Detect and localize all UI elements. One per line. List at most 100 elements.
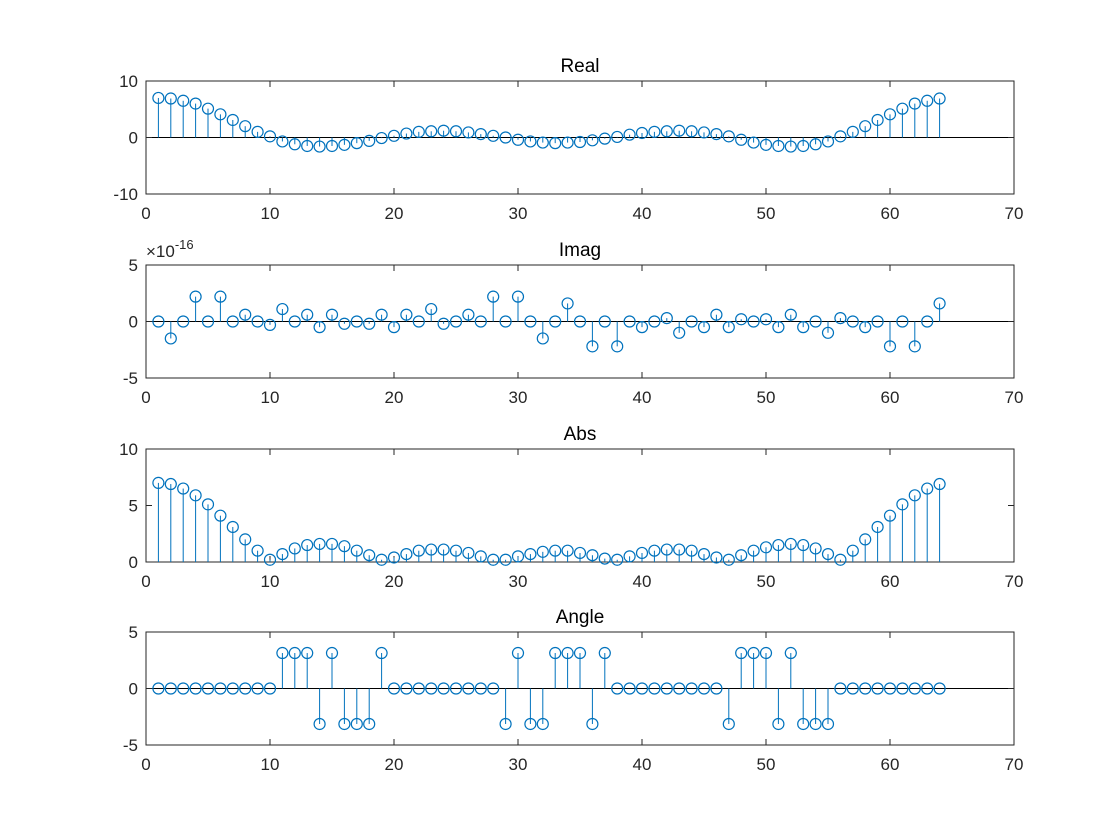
subplot-title: Real <box>560 56 599 77</box>
stem-marker <box>933 297 946 310</box>
stem-marker <box>759 313 773 326</box>
stem-marker <box>164 332 177 345</box>
stem-marker <box>747 315 760 328</box>
stem-marker <box>673 543 686 556</box>
stem-marker <box>697 682 711 695</box>
stem-marker <box>375 553 388 566</box>
stem-marker <box>846 682 859 695</box>
stem-marker <box>834 682 847 695</box>
stem-marker <box>350 717 363 731</box>
stem-marker <box>933 477 946 491</box>
stem-marker <box>834 130 847 143</box>
stem-marker <box>648 315 661 328</box>
stem-marker <box>152 476 165 489</box>
x-tick-label: 60 <box>881 388 900 407</box>
stem-marker <box>784 140 797 153</box>
stem-marker <box>350 137 363 150</box>
x-tick-label: 70 <box>1005 204 1024 223</box>
stem-marker <box>573 315 587 328</box>
stem-marker <box>536 332 549 345</box>
stem-marker <box>164 477 177 491</box>
stem-marker <box>301 308 314 321</box>
stem-marker <box>586 549 599 562</box>
stem-marker <box>908 682 921 695</box>
stem-marker <box>735 549 748 562</box>
stem-marker <box>747 646 760 660</box>
stem-marker <box>921 94 934 107</box>
stem-marker <box>697 547 711 561</box>
x-tick-label: 0 <box>141 755 150 774</box>
stem-marker <box>276 302 289 316</box>
stem-marker <box>834 312 847 325</box>
stem-marker <box>549 137 562 150</box>
stem-marker <box>896 682 909 695</box>
stem-marker <box>276 646 289 660</box>
stem-marker <box>412 125 425 138</box>
stem-marker <box>685 544 698 557</box>
stem-marker <box>846 125 859 138</box>
stem-marker <box>400 127 413 140</box>
x-tick-label: 0 <box>141 388 150 407</box>
stem-marker <box>797 538 810 552</box>
x-tick-label: 20 <box>385 204 404 223</box>
x-tick-label: 30 <box>509 388 528 407</box>
stem-marker <box>164 682 177 695</box>
stem-marker <box>201 315 215 328</box>
stem-marker <box>263 553 277 566</box>
stem-marker <box>883 108 897 121</box>
stem-marker <box>177 94 190 107</box>
x-tick-label: 40 <box>633 204 652 223</box>
stem-marker <box>747 544 760 557</box>
stem-marker <box>586 717 599 731</box>
stem-marker <box>263 682 277 695</box>
stem-marker <box>797 717 810 731</box>
stem-marker <box>350 544 363 557</box>
stem-marker <box>710 551 723 564</box>
x-tick-label: 40 <box>633 572 652 591</box>
stem-marker <box>152 91 165 105</box>
stem-marker <box>797 139 810 153</box>
stem-marker <box>412 544 425 557</box>
subplot-title: Abs <box>564 424 597 445</box>
stem-marker <box>883 682 897 695</box>
stem-marker <box>226 315 239 328</box>
stem-marker <box>499 553 512 566</box>
stem-marker <box>338 317 351 330</box>
stem-marker <box>871 682 884 695</box>
y-tick-label: -5 <box>123 369 138 388</box>
stem-marker <box>561 297 574 310</box>
stem-marker <box>400 682 413 695</box>
stem-marker <box>189 489 202 502</box>
x-tick-label: 50 <box>757 755 776 774</box>
stem-marker <box>301 646 314 660</box>
stem-marker <box>177 315 190 328</box>
stem-marker <box>660 312 673 325</box>
subplot-title: Angle <box>556 607 605 628</box>
stem-marker <box>598 552 611 565</box>
stem-marker <box>611 553 624 566</box>
stem-marker <box>152 315 165 328</box>
stem-marker <box>611 130 624 144</box>
stem-marker <box>375 646 388 660</box>
stem-marker <box>635 546 649 560</box>
stem-marker <box>214 509 227 522</box>
stem-marker <box>375 131 388 145</box>
stem-marker <box>883 340 897 353</box>
stem-marker <box>834 553 847 566</box>
stem-marker <box>821 135 835 148</box>
stem-marker <box>487 682 500 695</box>
stem-marker <box>462 308 475 321</box>
stem-marker <box>511 290 525 303</box>
stem-marker <box>623 128 636 141</box>
y-tick-label: -10 <box>113 185 138 204</box>
stem-marker <box>338 717 351 731</box>
stem-marker <box>635 682 649 695</box>
stem-marker <box>474 682 487 695</box>
stem-marker <box>586 134 599 147</box>
y-tick-label: 0 <box>129 680 138 699</box>
stem-marker <box>325 308 339 321</box>
stem-marker <box>239 120 252 133</box>
x-tick-label: 50 <box>757 388 776 407</box>
